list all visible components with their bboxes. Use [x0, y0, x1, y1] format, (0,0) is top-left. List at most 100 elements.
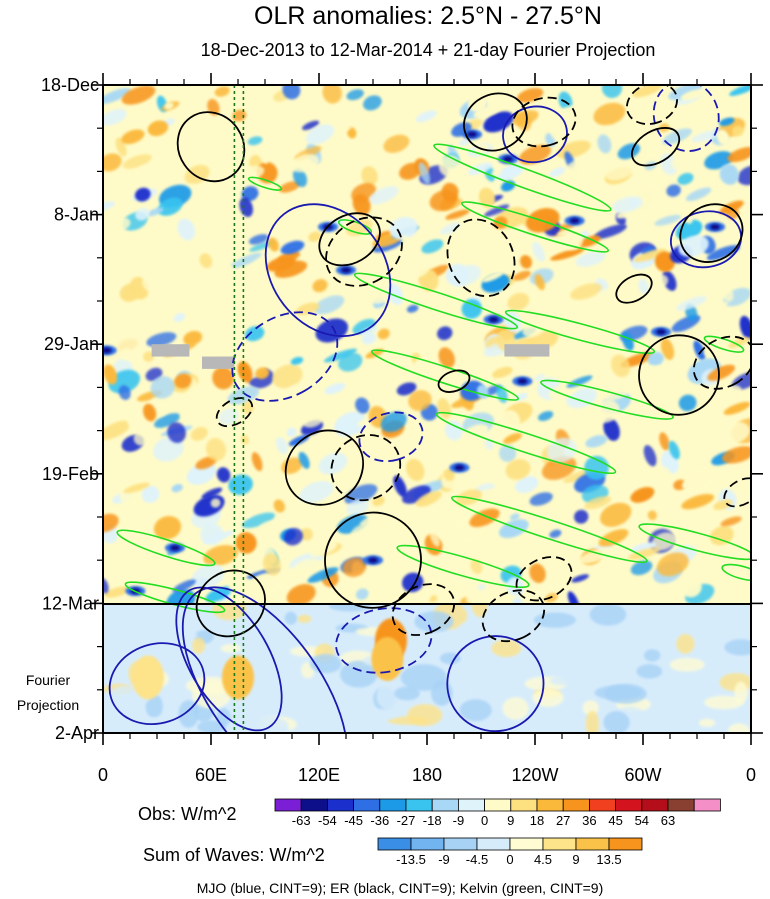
obs-anomaly-cell [458, 181, 488, 201]
kelvin-contour [247, 176, 283, 191]
obs-anomaly-cell [401, 235, 412, 249]
obs-anomaly-cell [308, 231, 322, 242]
obs-anomaly-cell [727, 147, 751, 163]
obs-anomaly-cell [262, 553, 281, 576]
obs-anomaly-cell [307, 567, 339, 583]
obs-anomaly-cell [693, 340, 706, 361]
projection-label-line-2: Projection [17, 697, 79, 713]
projection-anomaly-cell [165, 630, 198, 640]
y-tick-label: 18-Dec [41, 75, 99, 95]
obs-anomaly-cell [723, 401, 751, 415]
obs-anomaly-cell [227, 386, 260, 405]
er-contour [446, 218, 516, 298]
obs-anomaly-cell [186, 462, 217, 485]
obs-anomaly-cell [247, 136, 263, 146]
obs-anomaly-cell [134, 187, 151, 202]
er-contour [284, 429, 364, 506]
obs-anomaly-cell [569, 217, 580, 224]
x-tick-label: 0 [746, 765, 756, 785]
obs-anomaly-cell [467, 94, 488, 112]
obs-anomaly-cell [732, 125, 744, 137]
projection-anomaly-cell [603, 711, 630, 733]
plot-area [102, 84, 752, 734]
obs-anomaly-cell [355, 588, 369, 600]
y-tick-label: 8-Jan [54, 205, 99, 225]
obs-anomaly-cell [240, 434, 250, 445]
obs-anomaly-cell [298, 451, 310, 469]
projection-anomaly-cell [222, 655, 254, 700]
obs-anomaly-cell [363, 152, 379, 167]
obs-anomaly-cell [549, 120, 570, 143]
kelvin-contour [504, 309, 656, 355]
obs-anomaly-cell [603, 417, 620, 441]
obs-anomaly-cell [513, 270, 531, 281]
missing-data-patch [504, 344, 550, 357]
obs-anomaly-cell [121, 85, 156, 105]
obs-anomaly-cell [509, 513, 520, 521]
obs-anomaly-cell [406, 304, 419, 313]
obs-anomaly-cell [361, 166, 378, 186]
obs-anomaly-cell [415, 110, 438, 123]
obs-anomaly-cell [177, 218, 196, 241]
obs-anomaly-cell [167, 422, 186, 443]
obs-anomaly-cell [387, 283, 404, 305]
obs-anomaly-cell [649, 274, 669, 289]
colorbar-waves-label: Sum of Waves: W/m^2 [143, 845, 325, 865]
obs-anomaly-cell [416, 593, 431, 602]
obs-anomaly-cell [510, 259, 523, 269]
obs-anomaly-cell [716, 129, 730, 146]
obs-anomaly-cell [346, 127, 357, 139]
projection-anomaly-cell [314, 611, 349, 639]
projection-anomaly-cell [132, 655, 164, 700]
obs-anomaly-cell [219, 408, 239, 425]
obs-anomaly-cell [668, 85, 702, 101]
x-tick-label: 0 [98, 765, 108, 785]
obs-anomaly-cell [268, 237, 279, 252]
projection-anomaly-cell [241, 634, 278, 663]
obs-anomaly-cell [722, 446, 751, 464]
obs-anomaly-cell [312, 279, 328, 293]
obs-anomaly-cell [192, 118, 210, 130]
obs-anomaly-cell [190, 426, 208, 441]
obs-anomaly-cell [207, 343, 227, 357]
obs-anomaly-cell [251, 452, 263, 472]
projection-anomaly-cell [502, 697, 529, 720]
colorbar-obs-label: Obs: W/m^2 [138, 804, 236, 824]
obs-anomaly-cell [283, 527, 303, 546]
obs-anomaly-cell [481, 251, 492, 261]
obs-anomaly-cell [171, 483, 183, 493]
colorbar-tick-label: -9 [438, 852, 450, 867]
obs-anomaly-cell [710, 223, 720, 230]
colorbar-tick-label: 4.5 [534, 852, 552, 867]
obs-anomaly-cell [492, 366, 513, 378]
obs-anomaly-cell [647, 510, 657, 521]
obs-anomaly-cell [713, 499, 733, 510]
obs-anomaly-cell [739, 315, 751, 340]
obs-anomaly-cell [691, 130, 721, 143]
obs-anomaly-cell [122, 181, 135, 194]
projection-anomaly-cell [406, 704, 443, 727]
obs-anomaly-cell [164, 102, 174, 110]
projection-anomaly-cell [566, 712, 581, 733]
obs-anomaly-cell [346, 499, 369, 516]
kelvin-contour [721, 563, 751, 582]
obs-anomaly-cell [451, 369, 483, 386]
obs-anomaly-cell [216, 467, 231, 483]
obs-anomaly-cell [352, 194, 371, 216]
obs-anomaly-cell [324, 383, 346, 395]
obs-anomaly-cell [273, 499, 285, 513]
obs-anomaly-cell [126, 411, 140, 432]
kelvin-contour [638, 523, 751, 561]
projection-label-line-1: Fourier [26, 672, 71, 688]
obs-anomaly-cell [220, 510, 240, 528]
obs-anomaly-cell [103, 364, 118, 385]
obs-anomaly-cell [297, 502, 327, 526]
obs-anomaly-cell [119, 283, 141, 302]
obs-anomaly-cell [215, 215, 239, 227]
obs-anomaly-cell [680, 89, 707, 101]
projection-anomaly-cell [430, 680, 453, 706]
obs-anomaly-cell [630, 560, 653, 576]
colorbar-swatch [377, 837, 412, 851]
missing-data-patch [202, 356, 235, 369]
obs-anomaly-cell [241, 186, 259, 202]
